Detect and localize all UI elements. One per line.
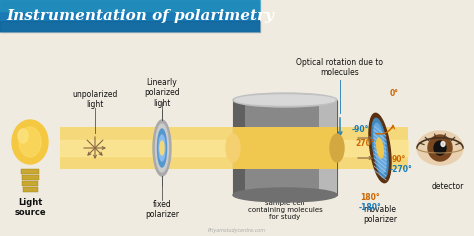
Text: 0°: 0° — [390, 88, 399, 97]
Ellipse shape — [226, 134, 240, 162]
Text: 270°: 270° — [355, 139, 374, 148]
Ellipse shape — [330, 134, 344, 162]
Ellipse shape — [157, 129, 166, 167]
Ellipse shape — [155, 124, 168, 172]
Ellipse shape — [372, 118, 388, 178]
FancyBboxPatch shape — [233, 100, 337, 195]
FancyBboxPatch shape — [233, 127, 337, 169]
Text: Linearly
polarized
light: Linearly polarized light — [144, 78, 180, 108]
Ellipse shape — [160, 141, 164, 155]
Text: 180°: 180° — [360, 194, 380, 202]
Ellipse shape — [369, 113, 391, 183]
Text: -90°: -90° — [352, 126, 369, 135]
Ellipse shape — [153, 120, 171, 176]
Ellipse shape — [428, 135, 452, 161]
Ellipse shape — [159, 135, 165, 161]
Ellipse shape — [377, 138, 383, 158]
Text: fixed
polarizer: fixed polarizer — [145, 200, 179, 219]
Ellipse shape — [19, 127, 41, 157]
Ellipse shape — [434, 141, 446, 155]
Text: -270°: -270° — [390, 165, 413, 174]
FancyBboxPatch shape — [23, 187, 38, 192]
Ellipse shape — [374, 123, 386, 173]
Ellipse shape — [233, 188, 337, 202]
FancyBboxPatch shape — [0, 0, 260, 32]
FancyBboxPatch shape — [60, 127, 408, 169]
Text: detector: detector — [432, 182, 464, 191]
Ellipse shape — [235, 95, 335, 105]
Text: 90°: 90° — [392, 156, 406, 164]
Ellipse shape — [18, 129, 28, 143]
Ellipse shape — [233, 93, 337, 107]
Text: Instrumentation of polarimetry: Instrumentation of polarimetry — [6, 9, 274, 23]
Ellipse shape — [12, 120, 48, 164]
FancyBboxPatch shape — [21, 169, 39, 174]
Text: movable
polarizer: movable polarizer — [363, 205, 397, 224]
Text: Priyamstudycentre.com: Priyamstudycentre.com — [208, 228, 266, 233]
Text: Light
source: Light source — [14, 198, 46, 217]
FancyBboxPatch shape — [233, 100, 245, 195]
Text: -180°: -180° — [359, 203, 382, 212]
Text: unpolarized
light: unpolarized light — [73, 90, 118, 110]
FancyBboxPatch shape — [22, 175, 39, 180]
Ellipse shape — [417, 131, 463, 165]
FancyBboxPatch shape — [319, 100, 337, 195]
Text: sample cell
containing molecules
for study: sample cell containing molecules for stu… — [247, 200, 322, 220]
FancyBboxPatch shape — [22, 181, 38, 186]
Ellipse shape — [441, 142, 445, 147]
Text: Optical rotation due to
molecules: Optical rotation due to molecules — [297, 58, 383, 77]
